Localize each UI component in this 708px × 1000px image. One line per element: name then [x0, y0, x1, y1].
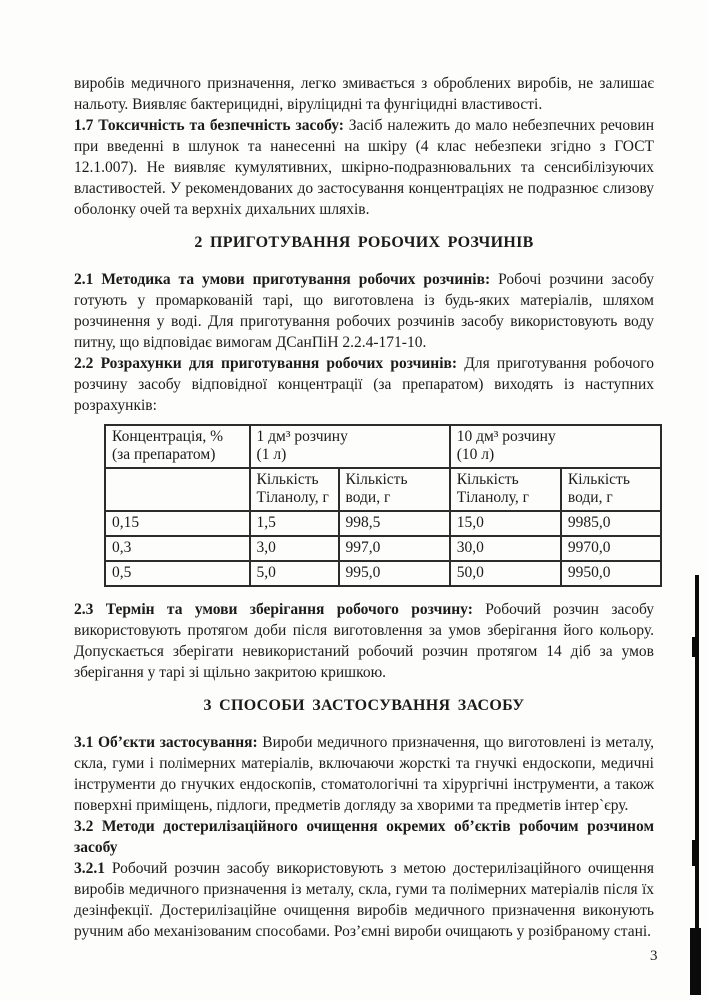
section-2-1-text: Робочі розчини засобу готують у промарко… [74, 271, 655, 351]
table-cell: 1,5 [248, 510, 340, 537]
section-3-2-1: 3.2.1 Робочий розчин засобу використовую… [74, 858, 654, 942]
table-header-empty-cell [104, 467, 251, 512]
table-row: 0,15 1,5 998,5 15,0 9985,0 [104, 510, 663, 537]
table-cell: 0,15 [104, 510, 251, 537]
section-1-7-text: Засіб належить до мало небезпечних речов… [74, 117, 654, 218]
table-cell: 998,5 [337, 510, 451, 537]
table-cell: 0,3 [104, 535, 251, 562]
section-1-7: 1.7 Токсичність та безпечність засобу: З… [74, 115, 654, 220]
section-3-2-1-text: Робочий розчин засобу використовують з м… [74, 860, 655, 940]
section-2-3: 2.3 Термін та умови зберігання робочого … [74, 599, 654, 683]
section-3-2-1-label: 3.2.1 [74, 860, 105, 877]
table-row: 0,3 3,0 997,0 30,0 9970,0 [104, 535, 663, 562]
section-3-1: 3.1 Об’єкти застосування: Вироби медично… [74, 732, 654, 816]
table-cell: 3,0 [248, 535, 340, 562]
section-2-2-text: Для приготування робочого розчину засобу… [74, 355, 654, 414]
table-cell: 50,0 [448, 560, 562, 587]
scan-artifact-blob [690, 928, 701, 995]
table-subheader-water-1l: Кількість води, г [337, 467, 451, 512]
scan-artifact-blob [692, 840, 699, 866]
table-header-concentration: Концентрація, % (за препаратом) [104, 424, 251, 469]
dilution-table: Концентрація, % (за препаратом) 1 дм³ ро… [104, 424, 663, 587]
page-number: 3 [650, 948, 658, 964]
section-1-7-label: 1.7 Токсичність та безпечність засобу: [74, 117, 344, 134]
table-subheader-water-10l: Кількість води, г [559, 467, 663, 512]
section-3-1-text: Вироби медичного призначення, що виготов… [74, 734, 654, 814]
table-subheader-tilanol-10l: Кількість Тіланолу, г [448, 467, 562, 512]
table-header-group-10l: 10 дм³ розчину (10 л) [448, 424, 663, 469]
table-subheader-tilanol-1l: Кількість Тіланолу, г [248, 467, 340, 512]
section-2-3-text: Робочий розчин засобу використовують про… [74, 601, 655, 681]
table-cell: 0,5 [104, 560, 251, 587]
scan-artifact-blob [692, 637, 699, 657]
table-cell: 30,0 [448, 535, 562, 562]
heading-3-application: 3 СПОСОБИ ЗАСТОСУВАННЯ ЗАСОБУ [203, 697, 525, 714]
table-cell: 15,0 [448, 510, 562, 537]
document-content: виробів медичного призначення, легко зми… [74, 73, 663, 942]
table-cell: 9985,0 [559, 510, 663, 537]
scan-artifact-bar [695, 575, 699, 995]
section-2-1-label: 2.1 Методика та умови приготування робоч… [74, 271, 491, 288]
table-cell: 9950,0 [559, 560, 663, 587]
paragraph-intro-text: виробів медичного призначення, легко зми… [74, 75, 654, 113]
section-3-1-label: 3.1 Об’єкти застосування: [74, 734, 258, 751]
table-cell: 9970,0 [559, 535, 663, 562]
section-2-1: 2.1 Методика та умови приготування робоч… [74, 269, 654, 353]
section-2-2-label: 2.2 Розрахунки для приготування робочих … [74, 355, 458, 372]
table-header-group-1l: 1 дм³ розчину (1 л) [248, 424, 451, 469]
section-2-2: 2.2 Розрахунки для приготування робочих … [74, 353, 654, 416]
table-cell: 995,0 [337, 560, 451, 587]
table-header-row-sub: Кількість Тіланолу, г Кількість води, г … [104, 467, 663, 512]
heading-2-preparation: 2 ПРИГОТУВАННЯ РОБОЧИХ РОЗЧИНІВ [194, 234, 534, 251]
table-cell: 5,0 [248, 560, 340, 587]
section-3-2: 3.2 Методи достерилізаційного очищення о… [74, 818, 654, 856]
table-row: 0,5 5,0 995,0 50,0 9950,0 [104, 560, 663, 587]
section-2-3-label: 2.3 Термін та умови зберігання робочого … [74, 601, 473, 618]
table-cell: 997,0 [337, 535, 451, 562]
table-header-row-groups: Концентрація, % (за препаратом) 1 дм³ ро… [104, 424, 663, 469]
paragraph-intro: виробів медичного призначення, легко зми… [74, 73, 654, 115]
